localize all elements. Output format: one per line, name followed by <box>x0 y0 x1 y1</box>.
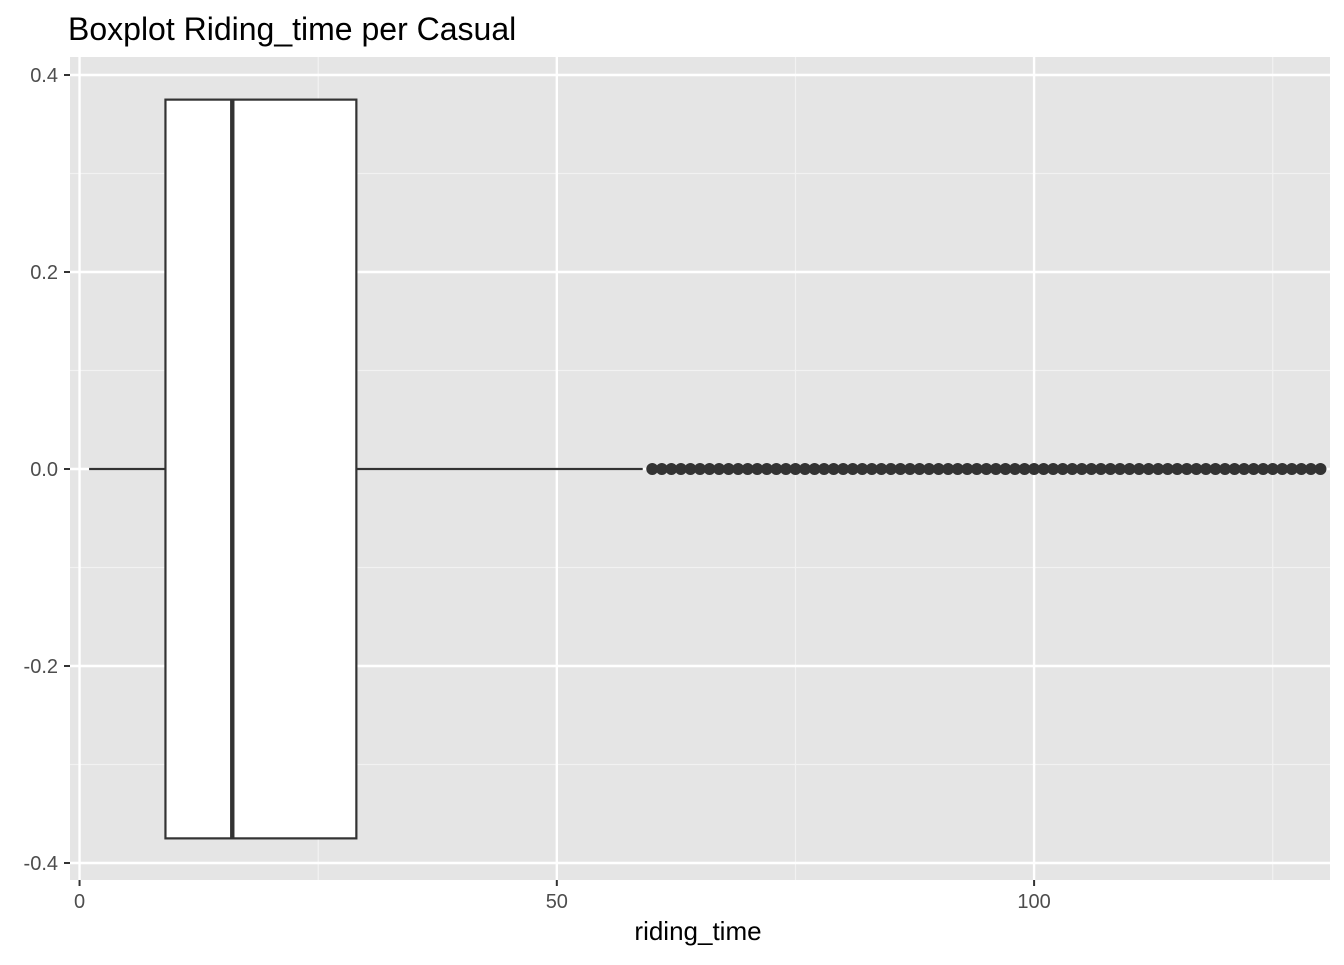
x-axis-title: riding_time <box>634 916 761 946</box>
outlier-point <box>1104 463 1117 475</box>
outlier-point <box>1295 463 1308 475</box>
outlier-point <box>1180 463 1193 475</box>
outlier-point <box>1304 463 1317 475</box>
outlier-point <box>684 463 697 475</box>
x-tick-label: 100 <box>1017 891 1050 913</box>
x-tick-label: 50 <box>546 891 568 913</box>
outlier-point <box>856 463 869 475</box>
outlier-point <box>961 463 974 475</box>
outlier-point <box>865 463 878 475</box>
outlier-point <box>951 463 964 475</box>
outlier-point <box>1094 463 1107 475</box>
outlier-point <box>1085 463 1098 475</box>
y-axis: 0.4 0.2 0.0 -0.2 -0.4 <box>24 65 70 875</box>
outlier-point <box>1266 463 1279 475</box>
outlier-point <box>1238 463 1251 475</box>
outlier-point <box>655 463 668 475</box>
outlier-point <box>665 463 678 475</box>
outlier-points <box>646 463 1327 475</box>
outlier-point <box>884 463 897 475</box>
outlier-point <box>894 463 907 475</box>
outlier-point <box>1285 463 1298 475</box>
outlier-point <box>1028 463 1041 475</box>
outlier-point <box>1075 463 1088 475</box>
outlier-point <box>1009 463 1021 475</box>
outlier-point <box>846 463 859 475</box>
outlier-point <box>770 463 783 475</box>
outlier-point <box>732 463 745 475</box>
outlier-point <box>741 463 754 475</box>
outlier-point <box>1152 463 1165 475</box>
y-tick-label: 0.2 <box>30 262 58 284</box>
outlier-point <box>713 463 726 475</box>
outlier-point <box>1056 463 1069 475</box>
outlier-point <box>913 463 926 475</box>
outlier-point <box>989 463 1002 475</box>
outlier-point <box>789 463 802 475</box>
outlier-point <box>980 463 993 475</box>
outlier-point <box>694 463 706 475</box>
outlier-point <box>722 463 735 475</box>
outlier-point <box>1133 463 1146 475</box>
y-tick-label: -0.2 <box>24 656 58 678</box>
y-tick-label: -0.4 <box>24 853 58 875</box>
outlier-point <box>1037 463 1050 475</box>
outlier-point <box>923 463 936 475</box>
outlier-point <box>875 463 888 475</box>
outlier-point <box>827 463 840 475</box>
outlier-point <box>837 463 850 475</box>
outlier-point <box>1276 463 1289 475</box>
outlier-point <box>970 463 983 475</box>
outlier-point <box>760 463 773 475</box>
outlier-point <box>1161 463 1174 475</box>
box-iqr <box>164 98 358 840</box>
outlier-point <box>703 463 716 475</box>
y-tick-label: 0.0 <box>30 459 58 481</box>
outlier-point <box>999 463 1012 475</box>
outlier-point <box>1209 463 1222 475</box>
outlier-point <box>808 463 821 475</box>
x-tick-label: 0 <box>74 891 85 913</box>
outlier-point <box>1314 463 1327 475</box>
x-axis: 0 50 100 <box>74 880 1051 913</box>
outlier-point <box>799 463 811 475</box>
outlier-point <box>818 463 831 475</box>
outlier-point <box>1123 463 1136 475</box>
outlier-point <box>1199 463 1212 475</box>
outlier-point <box>1247 463 1260 475</box>
outlier-point <box>1257 463 1270 475</box>
outlier-point <box>942 463 955 475</box>
outlier-point <box>751 463 764 475</box>
outlier-point <box>779 463 792 475</box>
outlier-point <box>1066 463 1079 475</box>
outlier-point <box>1047 463 1060 475</box>
outlier-point <box>1171 463 1184 475</box>
boxplot-marks <box>89 98 643 840</box>
outlier-point <box>1228 463 1241 475</box>
outlier-point <box>932 463 945 475</box>
outlier-point <box>1114 463 1126 475</box>
outlier-point <box>1018 463 1031 475</box>
chart-title: Boxplot Riding_time per Casual <box>68 11 516 47</box>
outlier-point <box>1142 463 1155 475</box>
outlier-point <box>646 463 659 475</box>
outlier-point <box>1190 463 1203 475</box>
outlier-point <box>674 463 687 475</box>
outlier-point <box>1219 463 1231 475</box>
outlier-point <box>904 463 916 475</box>
y-tick-label: 0.4 <box>30 65 58 87</box>
